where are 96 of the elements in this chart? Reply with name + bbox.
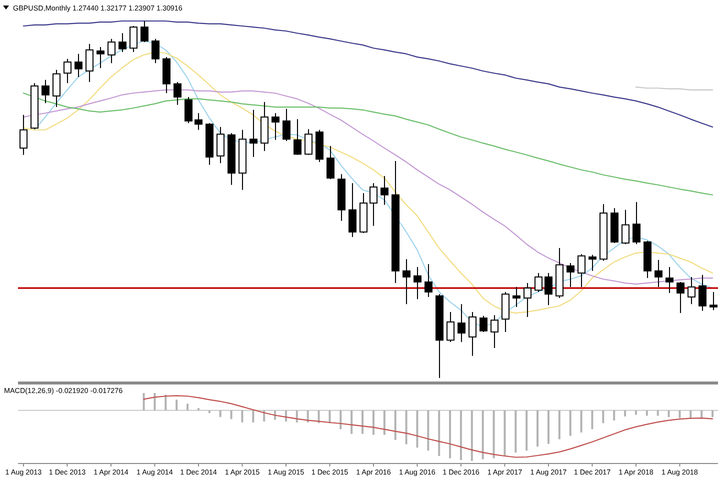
candlestick (524, 282, 532, 318)
bar (668, 410, 670, 418)
bar (405, 410, 408, 444)
candlestick (130, 26, 138, 53)
bar (328, 410, 331, 424)
bar (558, 410, 560, 440)
candlestick (294, 118, 302, 156)
bar (219, 410, 222, 418)
candlestick (622, 209, 630, 245)
candlestick (468, 311, 476, 356)
bar (296, 410, 298, 422)
candlestick (588, 254, 596, 272)
candlestick (458, 304, 466, 342)
candlestick (20, 114, 28, 156)
candlestick (480, 315, 488, 332)
bar (492, 410, 495, 458)
candlestick (654, 259, 662, 288)
bar (690, 410, 692, 418)
bar (514, 410, 517, 453)
bar (482, 410, 484, 460)
candlestick (446, 311, 454, 342)
candlestick (402, 258, 410, 305)
candlestick (74, 53, 82, 78)
bar (383, 410, 386, 435)
bar (427, 410, 430, 451)
bar (536, 410, 539, 447)
candlestick (52, 69, 60, 108)
candlestick (666, 266, 674, 294)
bar (547, 410, 550, 444)
bar (438, 410, 440, 456)
bar (252, 410, 254, 422)
bar (602, 410, 604, 424)
candlestick (152, 38, 160, 64)
bar (700, 410, 703, 418)
bar (526, 410, 528, 451)
candlestick (96, 46, 104, 69)
candlestick (544, 272, 552, 306)
bar (340, 410, 342, 430)
bar (372, 410, 374, 435)
bar (656, 410, 659, 416)
candlestick (578, 254, 586, 288)
bar (504, 410, 506, 456)
bar (164, 394, 167, 410)
bar (306, 410, 309, 422)
candlestick (272, 112, 280, 140)
candlestick (118, 32, 126, 53)
bar (624, 410, 626, 416)
bar (142, 393, 145, 410)
bar (580, 410, 582, 433)
bar (362, 410, 364, 434)
candlestick (380, 175, 388, 206)
candlestick (184, 96, 192, 124)
candlestick (174, 82, 182, 106)
candlestick (424, 264, 432, 298)
bar (241, 410, 244, 422)
bar (678, 410, 681, 418)
bar (591, 410, 594, 430)
bar (460, 410, 462, 460)
candlestick (490, 314, 498, 349)
bar (449, 410, 452, 458)
candlestick (86, 43, 94, 83)
bar (394, 410, 396, 440)
candlestick (304, 128, 312, 156)
bar (230, 410, 232, 420)
candlestick (194, 112, 202, 130)
candlestick (676, 281, 684, 314)
bar (186, 404, 189, 410)
bar (416, 410, 418, 448)
candlestick (512, 286, 520, 308)
bar (634, 410, 637, 415)
candlestick (140, 20, 148, 43)
candlestick (710, 291, 718, 311)
bar (646, 410, 648, 416)
bar (470, 410, 473, 461)
candlestick (348, 182, 356, 238)
bar (154, 393, 156, 410)
candlestick (216, 126, 224, 164)
candlestick (64, 58, 72, 84)
candlestick (42, 79, 50, 104)
candlestick (698, 274, 706, 312)
candlestick (632, 202, 640, 245)
candlestick (370, 182, 378, 226)
bar (569, 410, 572, 436)
bar (712, 410, 714, 418)
bar (350, 410, 353, 434)
candlestick (250, 109, 258, 158)
bar (176, 400, 178, 410)
candlestick (688, 276, 696, 305)
candlestick (566, 262, 574, 288)
bar (613, 410, 616, 420)
candlestick (108, 38, 116, 64)
candlestick (414, 266, 422, 300)
candlestick (326, 145, 334, 180)
candlestick (282, 108, 290, 142)
bar (208, 410, 210, 414)
candlestick (534, 272, 542, 292)
